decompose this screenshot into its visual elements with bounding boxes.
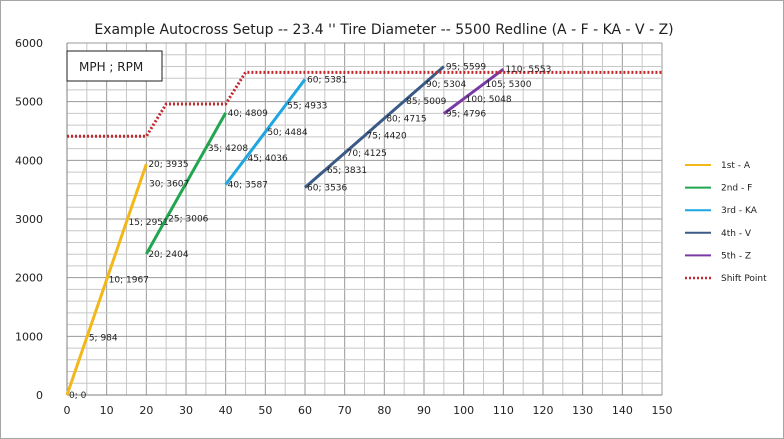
legend-entry-label: 3rd - KA xyxy=(721,206,758,216)
x-tick-label: 40 xyxy=(219,404,233,417)
legend-entry-label: 4th - V xyxy=(721,229,752,239)
y-tick-label: 2000 xyxy=(15,272,43,285)
data-label: 70; 4125 xyxy=(347,149,387,159)
data-label: 20; 3935 xyxy=(148,160,188,170)
x-tick-label: 70 xyxy=(338,404,352,417)
axes: 0 10 20 30 40 50 60 70 80 90 100 110 120 130 140 150 0 10… xyxy=(15,37,673,417)
data-label: 35; 4208 xyxy=(208,144,249,154)
data-label: 95; 5599 xyxy=(446,63,487,73)
series-lines xyxy=(65,65,662,396)
x-tick-label: 60 xyxy=(298,404,312,417)
x-tick-label: 10 xyxy=(100,404,114,417)
data-label: 45; 4036 xyxy=(248,154,289,164)
data-label: 105; 5300 xyxy=(486,80,532,90)
data-label: 20; 2404 xyxy=(148,250,189,260)
data-label: 25; 3006 xyxy=(168,215,209,225)
chart-title: Example Autocross Setup -- 23.4 '' Tire … xyxy=(94,22,673,38)
data-label: 95; 4796 xyxy=(446,110,487,120)
x-tick-label: 50 xyxy=(258,404,272,417)
y-tick-label: 1000 xyxy=(15,330,43,343)
data-label: 15; 2951 xyxy=(129,218,169,228)
data-label: 0; 0 xyxy=(69,391,87,401)
data-label: 80; 4715 xyxy=(386,114,426,124)
x-tick-label: 90 xyxy=(417,404,431,417)
series-line-5th-z xyxy=(442,68,505,115)
legend-entry-label: Shift Point xyxy=(721,274,767,284)
y-tick-label: 4000 xyxy=(15,154,43,167)
data-label: 55; 4933 xyxy=(287,102,327,112)
series-line-2nd-f xyxy=(145,112,227,255)
x-tick-label: 130 xyxy=(572,404,593,417)
x-tick-label: 100 xyxy=(453,404,474,417)
x-tick-label: 80 xyxy=(377,404,391,417)
data-label: 100; 5048 xyxy=(466,95,512,105)
unit-annotation-box: MPH ; RPM xyxy=(66,50,163,82)
data-labels: 0; 0 5; 984 10; 1967 15; 2951 20; 3935 20; 24… xyxy=(69,63,551,401)
data-label: 30; 3607 xyxy=(149,179,189,189)
legend-entry-label: 1st - A xyxy=(721,161,751,171)
x-tick-label: 0 xyxy=(64,404,71,417)
grid xyxy=(66,42,663,396)
legend: 1st - A 2nd - F 3rd - KA 4th - V 5th - Z Shif… xyxy=(685,161,767,284)
data-label: 60; 3536 xyxy=(307,184,348,194)
unit-box-text: MPH ; RPM xyxy=(79,60,143,74)
x-tick-label: 150 xyxy=(652,404,673,417)
legend-entry-label: 5th - Z xyxy=(721,251,751,261)
x-tick-label: 30 xyxy=(179,404,193,417)
x-tick-label: 20 xyxy=(139,404,153,417)
data-label: 5; 984 xyxy=(89,333,118,343)
series-line-1st-a xyxy=(65,163,148,396)
data-label: 90; 5304 xyxy=(426,80,467,90)
y-tick-label: 5000 xyxy=(15,96,43,109)
x-tick-label: 120 xyxy=(533,404,554,417)
y-tick-label: 3000 xyxy=(15,213,43,226)
legend-entry-label: 2nd - F xyxy=(721,184,752,194)
data-label: 75; 4420 xyxy=(367,132,408,142)
x-tick-label: 140 xyxy=(612,404,633,417)
y-tick-label: 0 xyxy=(36,389,43,402)
data-label: 40; 4809 xyxy=(228,109,269,119)
data-label: 10; 1967 xyxy=(109,276,149,286)
unit-box-border xyxy=(66,50,163,82)
data-label: 60; 5381 xyxy=(307,75,347,85)
data-label: 65; 3831 xyxy=(327,166,367,176)
data-label: 85; 5009 xyxy=(406,97,447,107)
series-line-4th-v xyxy=(304,65,445,189)
data-label: 40; 3587 xyxy=(228,181,268,191)
data-label: 110; 5553 xyxy=(505,65,551,75)
data-label: 50; 4484 xyxy=(267,128,308,138)
series-line-3rd-ka xyxy=(224,78,307,186)
x-tick-label: 110 xyxy=(493,404,514,417)
y-tick-label: 6000 xyxy=(15,37,43,50)
